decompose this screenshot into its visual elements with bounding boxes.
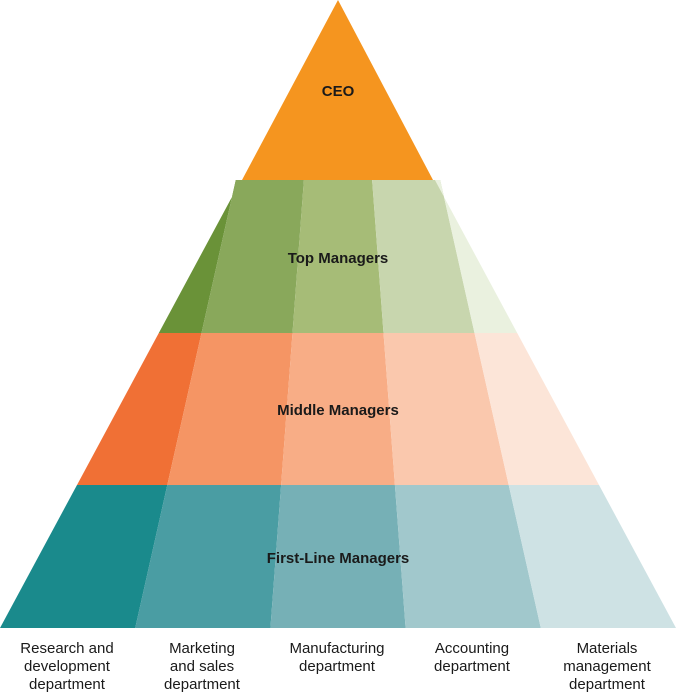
department-label-marketing: Marketing and sales department [164,640,240,693]
top-managers-marketing-slice [201,180,304,333]
top-managers-research-slice [158,180,242,333]
level-label-middle-managers: Middle Managers [277,402,399,419]
top-managers-accounting-slice [372,180,475,333]
ceo-band [242,0,433,180]
department-label-materials: Materials management department [563,640,651,693]
department-label-accounting: Accounting department [434,640,510,675]
first-line-managers-research-slice [0,485,168,628]
middle-managers-materials-slice [474,333,599,485]
middle-managers-accounting-slice [383,333,509,485]
first-line-managers-accounting-slice [394,485,541,628]
top-managers-materials-slice [434,180,518,333]
middle-managers-manufacturing-slice [281,333,395,485]
first-line-managers-manufacturing-slice [270,485,406,628]
middle-managers-marketing-slice [167,333,293,485]
top-managers-manufacturing-slice [292,180,384,333]
middle-managers-research-slice [77,333,202,485]
level-label-top-managers: Top Managers [288,250,389,267]
level-label-first-line-managers: First-Line Managers [267,550,410,567]
department-label-manufacturing: Manufacturing department [289,640,385,675]
department-label-research: Research and development department [20,640,114,693]
first-line-managers-marketing-slice [135,485,282,628]
level-label-ceo: CEO [322,83,355,100]
first-line-managers-materials-slice [508,485,676,628]
management-pyramid: CEO Top Managers Middle Managers First-L… [0,0,676,628]
